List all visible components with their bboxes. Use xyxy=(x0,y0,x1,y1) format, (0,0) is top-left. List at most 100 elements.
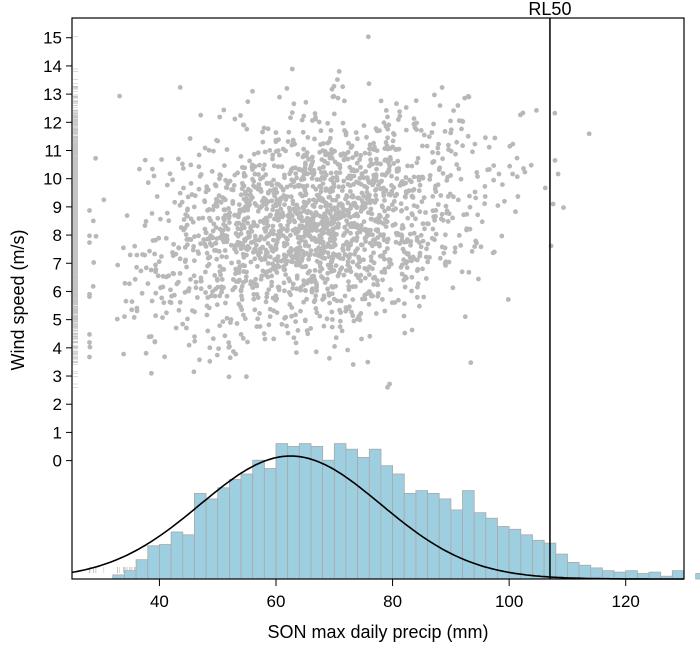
scatter-point xyxy=(454,162,460,167)
histogram-bar xyxy=(392,473,405,580)
scatter-point xyxy=(198,112,204,118)
scatter-point xyxy=(274,270,280,275)
scatter-point xyxy=(355,136,360,142)
scatter-point xyxy=(337,324,343,330)
scatter-point xyxy=(411,174,417,180)
scatter-point xyxy=(269,182,275,188)
scatter-point xyxy=(185,194,191,200)
scatter-point xyxy=(87,208,92,213)
scatter-point xyxy=(402,330,408,336)
scatter-point xyxy=(187,136,193,141)
scatter-point xyxy=(367,142,373,148)
scatter-point xyxy=(155,273,161,279)
scatter-point xyxy=(365,359,371,365)
scatter-point xyxy=(177,256,183,262)
scatter-point xyxy=(353,130,359,136)
scatter-point xyxy=(331,111,337,117)
scatter-point xyxy=(244,374,249,380)
scatter-point xyxy=(443,203,449,209)
histogram-bar xyxy=(112,574,125,580)
scatter-point xyxy=(430,208,436,214)
scatter-point xyxy=(207,358,213,364)
scatter-point xyxy=(382,198,387,203)
scatter-point xyxy=(294,202,300,208)
scatter-point xyxy=(436,141,441,147)
histogram-bar xyxy=(473,512,487,580)
scatter-point xyxy=(156,259,162,265)
scatter-point xyxy=(379,172,385,178)
scatter-point xyxy=(252,171,258,177)
scatter-point xyxy=(302,318,308,324)
scatter-point xyxy=(499,233,505,239)
scatter-point xyxy=(127,252,133,258)
scatter-point xyxy=(469,249,475,254)
scatter-point xyxy=(337,165,343,171)
scatter-point xyxy=(414,294,420,300)
histogram-bar xyxy=(462,490,475,580)
scatter-point xyxy=(87,344,93,350)
scatter-point xyxy=(275,232,281,238)
scatter-point xyxy=(171,241,177,247)
scatter-point xyxy=(282,288,287,294)
scatter-point xyxy=(238,154,244,159)
scatter-point xyxy=(416,188,422,194)
scatter-point xyxy=(505,297,511,302)
scatter-point xyxy=(212,273,218,278)
scatter-point xyxy=(163,235,169,241)
scatter-point xyxy=(203,290,209,295)
scatter-point xyxy=(345,181,351,187)
scatter-point xyxy=(307,233,313,239)
scatter-point xyxy=(400,225,406,231)
scatter-point xyxy=(346,279,351,284)
scatter-points xyxy=(87,34,592,390)
scatter-point xyxy=(93,155,98,161)
scatter-point xyxy=(251,183,256,189)
scatter-point xyxy=(482,194,488,199)
scatter-point xyxy=(172,199,178,205)
scatter-point xyxy=(204,312,210,318)
scatter-point xyxy=(350,259,356,265)
scatter-point xyxy=(380,297,385,302)
scatter-point xyxy=(266,322,272,328)
histogram-bar xyxy=(240,473,254,580)
scatter-point xyxy=(87,340,92,345)
scatter-point xyxy=(149,211,155,216)
scatter-point xyxy=(362,275,368,281)
scatter-point xyxy=(417,182,423,188)
scatter-point xyxy=(424,143,430,149)
scatter-point xyxy=(240,336,246,341)
scatter-point xyxy=(274,310,280,315)
scatter-point xyxy=(552,158,558,163)
scatter-point xyxy=(317,313,323,319)
scatter-point xyxy=(325,270,331,276)
scatter-point xyxy=(394,101,399,107)
scatter-point xyxy=(388,287,393,292)
histogram-bar xyxy=(380,465,393,580)
scatter-point xyxy=(153,290,159,296)
scatter-point xyxy=(441,250,447,256)
scatter-point xyxy=(389,173,394,179)
scatter-point xyxy=(288,182,293,188)
scatter-point xyxy=(393,239,399,245)
scatter-point xyxy=(201,237,207,243)
scatter-point xyxy=(262,149,268,155)
scatter-point xyxy=(430,194,436,199)
scatter-point xyxy=(534,108,539,113)
scatter-point xyxy=(448,148,454,154)
histogram-bar xyxy=(532,539,545,580)
scatter-point xyxy=(271,237,276,243)
scatter-point xyxy=(205,263,210,269)
scatter-point xyxy=(311,273,317,279)
scatter-point xyxy=(338,298,344,304)
histogram-bar xyxy=(438,498,452,580)
scatter-point xyxy=(320,255,326,261)
histogram xyxy=(112,443,700,580)
scatter-point xyxy=(242,165,248,171)
scatter-point xyxy=(236,202,242,208)
histogram-bar xyxy=(205,498,219,580)
histogram-bar xyxy=(695,573,700,580)
scatter-point xyxy=(281,280,287,286)
scatter-point xyxy=(301,278,307,284)
scatter-point xyxy=(289,313,294,319)
scatter-point xyxy=(217,323,223,329)
